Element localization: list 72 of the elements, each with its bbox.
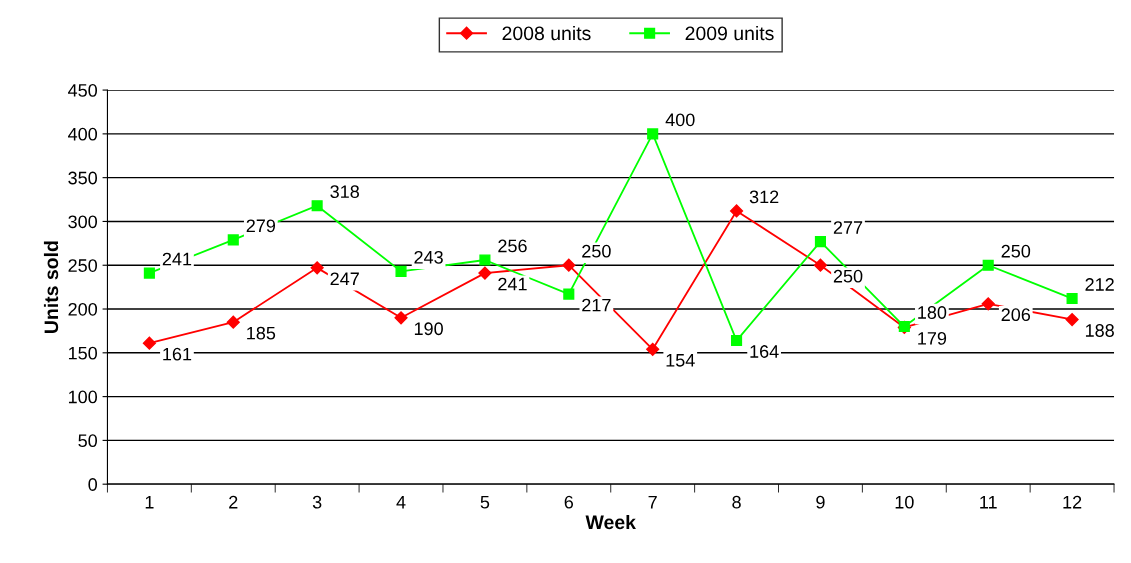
point xyxy=(646,342,660,356)
x-tick-label: 5 xyxy=(480,495,490,509)
data-label: 241 xyxy=(162,252,192,266)
data-label: 250 xyxy=(1001,244,1031,258)
x-tick-label: 4 xyxy=(396,495,406,509)
point xyxy=(311,200,323,212)
data-label: 212 xyxy=(1085,278,1114,291)
x-axis-title: Week xyxy=(585,514,636,530)
point xyxy=(1066,292,1078,305)
data-label: 161 xyxy=(163,347,192,361)
point xyxy=(562,258,576,272)
data-label: 241 xyxy=(498,277,527,291)
y-tick-label: 400 xyxy=(68,127,98,141)
data-label: 185 xyxy=(247,326,276,340)
x-tick-label: 9 xyxy=(816,495,825,509)
data-label: 180 xyxy=(918,306,947,319)
point xyxy=(647,128,659,140)
x-tick-label: 1 xyxy=(145,495,154,509)
x-tick-label: 7 xyxy=(648,495,657,509)
point xyxy=(310,261,324,275)
point xyxy=(226,315,240,329)
point xyxy=(731,334,743,347)
data-label: 190 xyxy=(414,322,443,336)
point xyxy=(394,311,408,325)
data-label: 279 xyxy=(246,219,276,233)
y-tick-label: 450 xyxy=(68,84,98,97)
point xyxy=(478,266,492,280)
data-label: 206 xyxy=(1001,308,1031,322)
data-label: 277 xyxy=(833,221,863,234)
legend-label: 2009 units xyxy=(685,25,774,41)
point xyxy=(142,336,156,350)
data-label: 164 xyxy=(750,345,779,358)
data-label: 217 xyxy=(582,298,611,312)
x-tick-label: 10 xyxy=(895,495,914,509)
point xyxy=(1065,312,1079,327)
x-tick-label: 11 xyxy=(980,495,997,509)
y-tick-label: 100 xyxy=(68,390,98,404)
y-tick-label: 0 xyxy=(88,478,98,491)
y-tick-label: 150 xyxy=(68,346,98,360)
point xyxy=(563,288,575,300)
point xyxy=(981,297,995,311)
data-label: 256 xyxy=(498,239,527,253)
x-tick-label: 6 xyxy=(564,495,574,509)
x-tick-label: 3 xyxy=(312,495,322,509)
x-tick-label: 8 xyxy=(732,495,741,509)
data-label: 318 xyxy=(330,185,359,199)
data-label: 250 xyxy=(833,269,863,283)
point xyxy=(729,204,744,218)
x-tick-label: 12 xyxy=(1063,495,1082,509)
data-label: 179 xyxy=(918,331,947,345)
point xyxy=(813,258,828,272)
y-tick-label: 350 xyxy=(68,171,98,185)
y-tick-label: 300 xyxy=(68,215,98,229)
x-tick-label: 2 xyxy=(229,495,238,509)
y-tick-label: 50 xyxy=(78,434,98,448)
y-axis-title: Units sold xyxy=(43,241,59,333)
point xyxy=(143,267,155,279)
data-label: 247 xyxy=(330,272,359,286)
point xyxy=(814,236,827,248)
point xyxy=(479,254,491,266)
y-tick-label: 200 xyxy=(68,302,98,316)
data-label: 188 xyxy=(1085,324,1114,337)
point xyxy=(982,259,994,271)
y-tick-label: 250 xyxy=(68,259,98,272)
data-label: 243 xyxy=(414,250,443,264)
data-label: 312 xyxy=(749,190,779,204)
legend-label: 2008 units xyxy=(502,25,591,41)
data-label: 154 xyxy=(666,354,695,367)
data-label: 250 xyxy=(582,244,611,258)
point xyxy=(227,234,239,246)
data-label: 400 xyxy=(665,113,695,127)
point xyxy=(395,265,407,277)
